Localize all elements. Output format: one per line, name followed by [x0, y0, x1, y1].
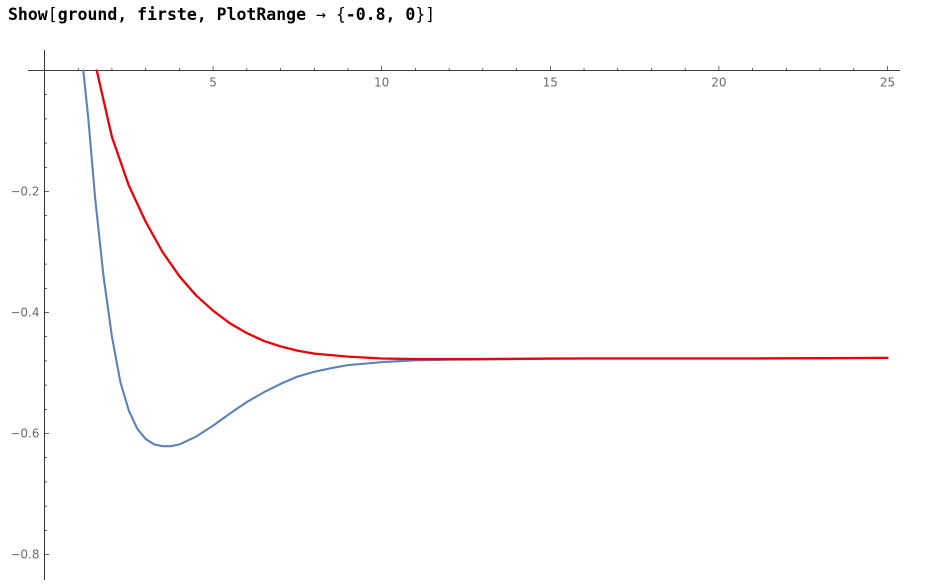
command-args: ground, firste, PlotRange — [57, 5, 316, 24]
y-tick-label: −0.4 — [10, 306, 39, 320]
x-tick-label: 5 — [209, 76, 217, 90]
range-values: -0.8, 0 — [345, 5, 416, 24]
range-open-brace: { — [325, 5, 346, 24]
open-bracket: [ — [47, 5, 58, 24]
range-close-brace: } — [415, 5, 426, 24]
x-tick-label: 15 — [543, 76, 558, 90]
x-tick-label: 10 — [374, 76, 389, 90]
x-tick-label: 20 — [711, 76, 726, 90]
rule-arrow: → — [315, 5, 326, 24]
input-cell[interactable]: Show[ground, firste, PlotRange → {-0.8, … — [8, 3, 435, 27]
series-layer — [82, 69, 889, 448]
x-tick-label: 25 — [880, 76, 895, 90]
axes: 5 10 15 20 25 −0.2 −0.4 −0.6 −0.8 — [10, 50, 900, 580]
y-tick-label: −0.2 — [10, 185, 39, 199]
series-line-firste — [95, 69, 889, 361]
series-line-ground — [82, 69, 889, 448]
close-bracket: ] — [425, 5, 436, 24]
command-name: Show — [8, 5, 48, 24]
y-tick-label: −0.8 — [10, 548, 39, 562]
y-tick-label: −0.6 — [10, 427, 39, 441]
